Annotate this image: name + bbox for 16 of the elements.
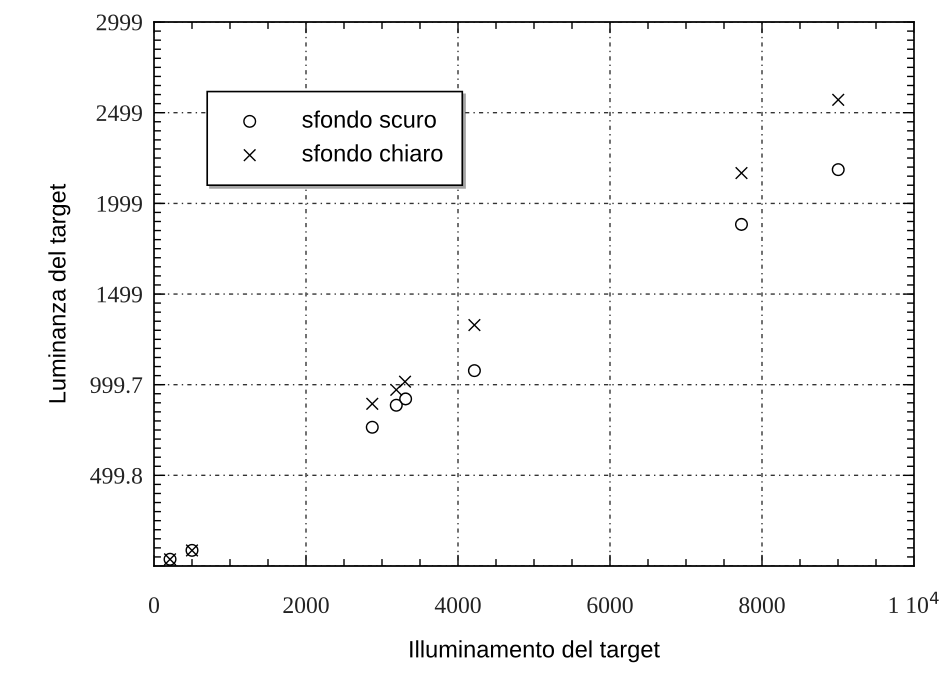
x-axis-title: Illuminamento del target [410,640,660,662]
y-tick-label: 2999 [96,14,142,30]
y-tick-label: 999.7 [90,377,142,394]
x-tick-label: 1 10$^{4}$ [890,592,939,614]
y-tick-label: 2499 [96,105,142,122]
x-tick-label: 6000 [587,597,633,614]
x-tick-label: 4000 [434,597,481,614]
x-tick-label: 0 [148,597,160,614]
y-axis-title: Luminanza del target [48,184,70,402]
x-tick-label: 2000 [283,597,329,614]
y-tick-label: 1499 [98,286,142,303]
legend-label: sfondo scuro [302,110,436,128]
y-tick-label: 1999 [98,196,142,212]
x-tick-label: 8000 [739,597,785,614]
y-tick-label: 499.8 [90,468,142,484]
legend-label: sfondo chiaro [302,144,442,162]
